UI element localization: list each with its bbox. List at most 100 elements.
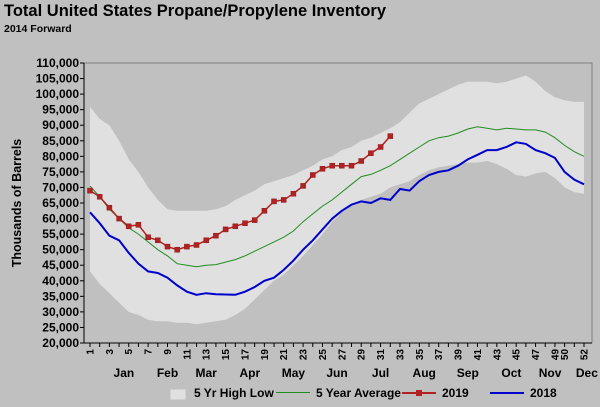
- line-2018: [89, 141, 585, 296]
- legend-label-2019: 2019: [442, 386, 469, 400]
- x-tick-label: 39: [454, 349, 465, 361]
- x-tick-label: 23: [299, 349, 310, 361]
- marker-2019-week-24: [310, 172, 316, 178]
- y-tick-label: 85,000: [42, 134, 79, 148]
- band-5yr-high-low: [90, 75, 584, 325]
- chart-subtitle: 2014 Forward: [4, 23, 72, 35]
- x-tick-label: 45: [512, 349, 523, 361]
- marker-2019-week-5: [125, 223, 132, 230]
- marker-2019-week-31: [377, 144, 384, 150]
- marker-layer: [87, 133, 394, 253]
- y-tick-label: 40,000: [42, 274, 79, 288]
- month-label: Aug: [413, 366, 436, 380]
- x-tick-label: 35: [415, 349, 426, 361]
- marker-2019-week-7: [145, 234, 151, 240]
- x-tick-label: 13: [202, 349, 213, 361]
- marker-2019-week-4: [116, 215, 122, 222]
- y-tick-label: 30,000: [42, 305, 79, 319]
- y-tick-label: 35,000: [42, 289, 79, 303]
- marker-2019-week-26: [329, 162, 335, 169]
- month-label: Dec: [576, 366, 598, 380]
- marker-2019-week-32: [387, 133, 394, 139]
- y-axis-label: Thousands of Barrels: [10, 139, 24, 268]
- x-tick-label: 31: [376, 349, 387, 361]
- x-tick-label: 29: [357, 349, 368, 361]
- x-tick-label: 37: [434, 349, 445, 361]
- line-5-year-average: [89, 126, 585, 268]
- x-tick-label: 19: [260, 349, 271, 361]
- marker-2019-week-13: [203, 237, 209, 244]
- x-tick-label: 21: [279, 349, 290, 361]
- y-tick-label: 45,000: [42, 258, 79, 272]
- y-tick-label: 50,000: [42, 243, 79, 257]
- month-label: Jan: [114, 366, 135, 380]
- x-tick-label: 27: [337, 349, 348, 361]
- legend-label-average: 5 Year Average: [316, 386, 401, 400]
- x-tick-label: 7: [144, 349, 155, 355]
- legend-label-2018: 2018: [530, 386, 557, 400]
- legend: 5 Yr High Low 5 Year Average 2019 2018: [150, 383, 590, 403]
- marker-2019-week-2: [96, 194, 103, 200]
- marker-2019-week-29: [358, 158, 364, 164]
- marker-2019-week-20: [271, 198, 277, 205]
- legend-swatch-2019: [402, 390, 436, 396]
- month-label: Nov: [539, 366, 562, 380]
- y-tick-label: 70,000: [42, 180, 79, 194]
- month-label: Oct: [501, 366, 521, 380]
- y-tick-label: 60,000: [42, 212, 79, 226]
- y-tick-label: 75,000: [42, 165, 79, 179]
- x-tick-label: 41: [473, 349, 484, 361]
- x-tick-label: 25: [318, 349, 329, 361]
- y-tick-label: 105,000: [36, 72, 80, 86]
- band-layer: [90, 75, 584, 325]
- y-tick-label: 65,000: [42, 196, 79, 210]
- marker-2019-week-11: [184, 243, 190, 250]
- marker-2019-week-16: [232, 223, 239, 230]
- marker-2019-week-3: [106, 204, 113, 211]
- marker-2019-week-17: [242, 220, 248, 226]
- legend-swatch-band: [170, 389, 186, 400]
- x-tick-label: 52: [580, 349, 591, 361]
- x-tick-label: 47: [531, 349, 542, 361]
- legend-swatch-average: [276, 392, 310, 393]
- month-label: Mar: [196, 366, 218, 380]
- marker-2019-week-27: [339, 162, 345, 169]
- month-label: Sep: [457, 366, 479, 380]
- month-label: Jul: [372, 366, 389, 380]
- legend-swatch-2018: [490, 392, 524, 394]
- marker-2019-week-22: [290, 190, 297, 197]
- marker-2019-week-12: [193, 242, 200, 248]
- y-tick-label: 95,000: [42, 103, 79, 117]
- month-label: Apr: [239, 366, 260, 380]
- marker-2019-week-25: [319, 166, 326, 172]
- chart-title: Total United States Propane/Propylene In…: [4, 2, 387, 20]
- y-tick-label: 25,000: [42, 320, 79, 334]
- x-tick-label: 49: [550, 349, 561, 361]
- marker-2019-week-6: [135, 222, 142, 228]
- marker-2019-week-28: [348, 162, 355, 169]
- x-tick-label: 3: [105, 349, 116, 355]
- y-tick-label: 110,000: [36, 56, 79, 70]
- x-tick-label: 17: [241, 349, 252, 361]
- marker-2019-week-19: [261, 208, 268, 214]
- month-label: Jun: [326, 366, 347, 380]
- x-tick-label: 43: [492, 349, 503, 361]
- y-tick-label: 90,000: [42, 118, 79, 132]
- y-tick-label: 55,000: [42, 227, 79, 241]
- marker-2019-week-14: [213, 232, 219, 239]
- y-tick-label: 100,000: [36, 87, 80, 101]
- marker-2019-week-8: [155, 237, 161, 244]
- marker-2019-week-21: [280, 197, 287, 203]
- legend-label-band: 5 Yr High Low: [194, 386, 274, 400]
- x-tick-label: 15: [221, 349, 232, 361]
- x-tick-label: 50: [560, 349, 571, 361]
- x-axis: 1 3 5 7 9 11 13 15 17 19 21 23 25 27 29 31 33 35 37 39 41 43 4…: [84, 342, 598, 380]
- marker-2019-week-9: [164, 243, 171, 250]
- x-tick-label: 9: [163, 349, 174, 355]
- x-tick-label: 5: [124, 349, 135, 355]
- marker-2019-week-1: [87, 187, 93, 194]
- marker-2019-week-15: [222, 226, 229, 233]
- y-tick-label: 80,000: [42, 149, 79, 163]
- month-label: Feb: [157, 366, 178, 380]
